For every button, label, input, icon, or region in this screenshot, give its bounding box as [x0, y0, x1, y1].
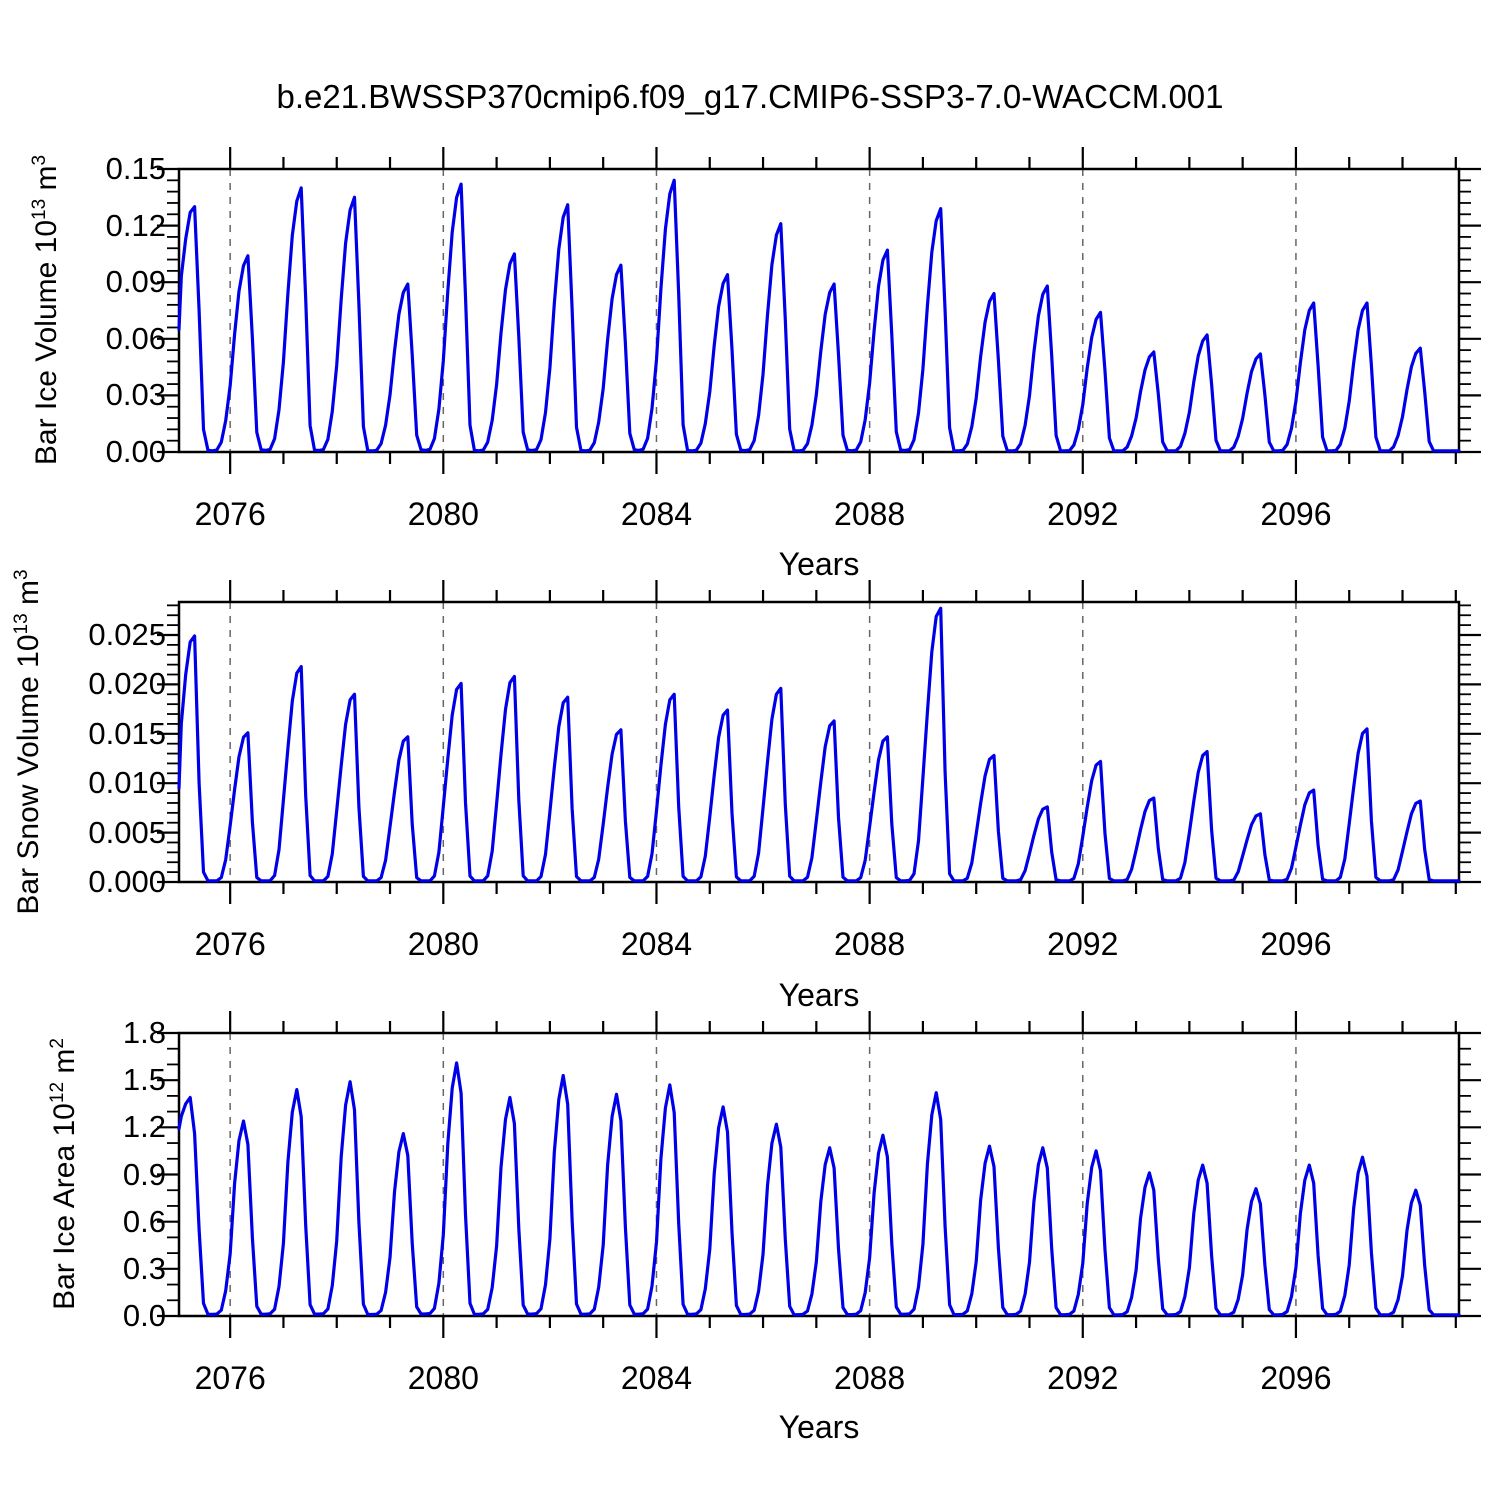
x-tick-label: 2096	[1260, 496, 1332, 532]
chart-panel-2-canvas	[157, 580, 1481, 904]
y-tick-label: 0.0	[122, 1298, 166, 1333]
x-tick-label: 2096	[1260, 926, 1332, 962]
y-tick-label: 0.03	[105, 377, 166, 413]
x-tick-label: 2080	[407, 1360, 479, 1396]
x-tick-label: 2076	[194, 1360, 266, 1396]
plot-frame	[177, 600, 1461, 884]
y-tick-label: 0.3	[122, 1250, 166, 1286]
chart-panel-1-canvas	[157, 147, 1481, 474]
y-tick-label: 0.15	[105, 151, 166, 186]
y-tick-label: 0.06	[105, 320, 166, 356]
x-tick-label: 2092	[1047, 1360, 1119, 1396]
x-tick-label: 2080	[407, 496, 479, 532]
y-tick-label: 0.00	[105, 434, 166, 469]
y-tick-label: 0.000	[88, 864, 166, 899]
figure-title: b.e21.BWSSP370cmip6.f09_g17.CMIP6-SSP3-7…	[276, 78, 1224, 115]
y-tick-label: 0.12	[105, 207, 166, 243]
y-tick-label: 0.015	[88, 715, 166, 751]
y-tick-label: 0.020	[88, 666, 166, 702]
x-tick-label: 2084	[620, 1360, 693, 1396]
y-tick-label: 0.9	[122, 1156, 166, 1192]
x-tick-label: 2096	[1260, 1360, 1332, 1396]
x-tick-label: 2084	[620, 496, 693, 532]
x-tick-label: 2088	[834, 926, 906, 962]
data-line-panel-1	[177, 178, 1461, 453]
y-tick-label: 0.025	[88, 616, 166, 652]
x-axis-title: Years	[778, 546, 860, 582]
x-tick-label: 2088	[834, 496, 906, 532]
chart-panel-3-canvas	[157, 1011, 1481, 1338]
x-tick-label: 2076	[194, 926, 266, 962]
x-tick-label: 2080	[407, 926, 479, 962]
x-tick-label: 2088	[834, 1360, 906, 1396]
x-tick-label: 2084	[620, 926, 693, 962]
x-tick-label: 2092	[1047, 926, 1119, 962]
y-tick-label: 0.005	[88, 814, 166, 850]
y-tick-label: 0.09	[105, 264, 166, 300]
x-axis-title: Years	[778, 977, 860, 1013]
x-tick-label: 2076	[194, 496, 266, 532]
y-tick-label: 1.8	[122, 1015, 166, 1050]
y-tick-label: 0.6	[122, 1203, 166, 1239]
data-line-panel-3	[177, 1061, 1461, 1317]
data-line-panel-2	[177, 606, 1461, 883]
y-tick-label: 1.5	[122, 1062, 166, 1098]
x-tick-label: 2092	[1047, 496, 1119, 532]
y-tick-label: 1.2	[122, 1109, 166, 1145]
y-tick-label: 0.010	[88, 765, 166, 801]
x-axis-title: Years	[778, 1409, 860, 1445]
